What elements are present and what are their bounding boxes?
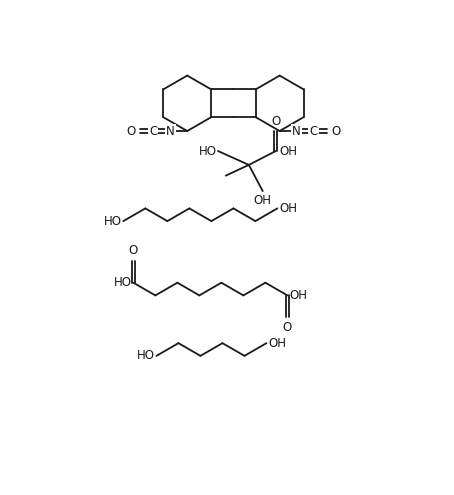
Text: C: C xyxy=(149,125,158,138)
Text: OH: OH xyxy=(279,145,297,157)
Text: C: C xyxy=(309,125,318,138)
Text: HO: HO xyxy=(198,145,217,157)
Text: OH: OH xyxy=(279,202,297,215)
Text: HO: HO xyxy=(137,349,155,362)
Text: O: O xyxy=(129,245,138,257)
Text: O: O xyxy=(126,125,136,138)
Text: O: O xyxy=(331,125,340,138)
Text: OH: OH xyxy=(289,289,307,302)
Text: OH: OH xyxy=(254,194,271,207)
Text: O: O xyxy=(271,115,281,128)
Text: HO: HO xyxy=(114,276,132,289)
Text: OH: OH xyxy=(268,337,286,349)
Text: O: O xyxy=(283,321,292,334)
Text: HO: HO xyxy=(104,215,122,228)
Text: N: N xyxy=(292,125,301,138)
Text: N: N xyxy=(166,125,175,138)
